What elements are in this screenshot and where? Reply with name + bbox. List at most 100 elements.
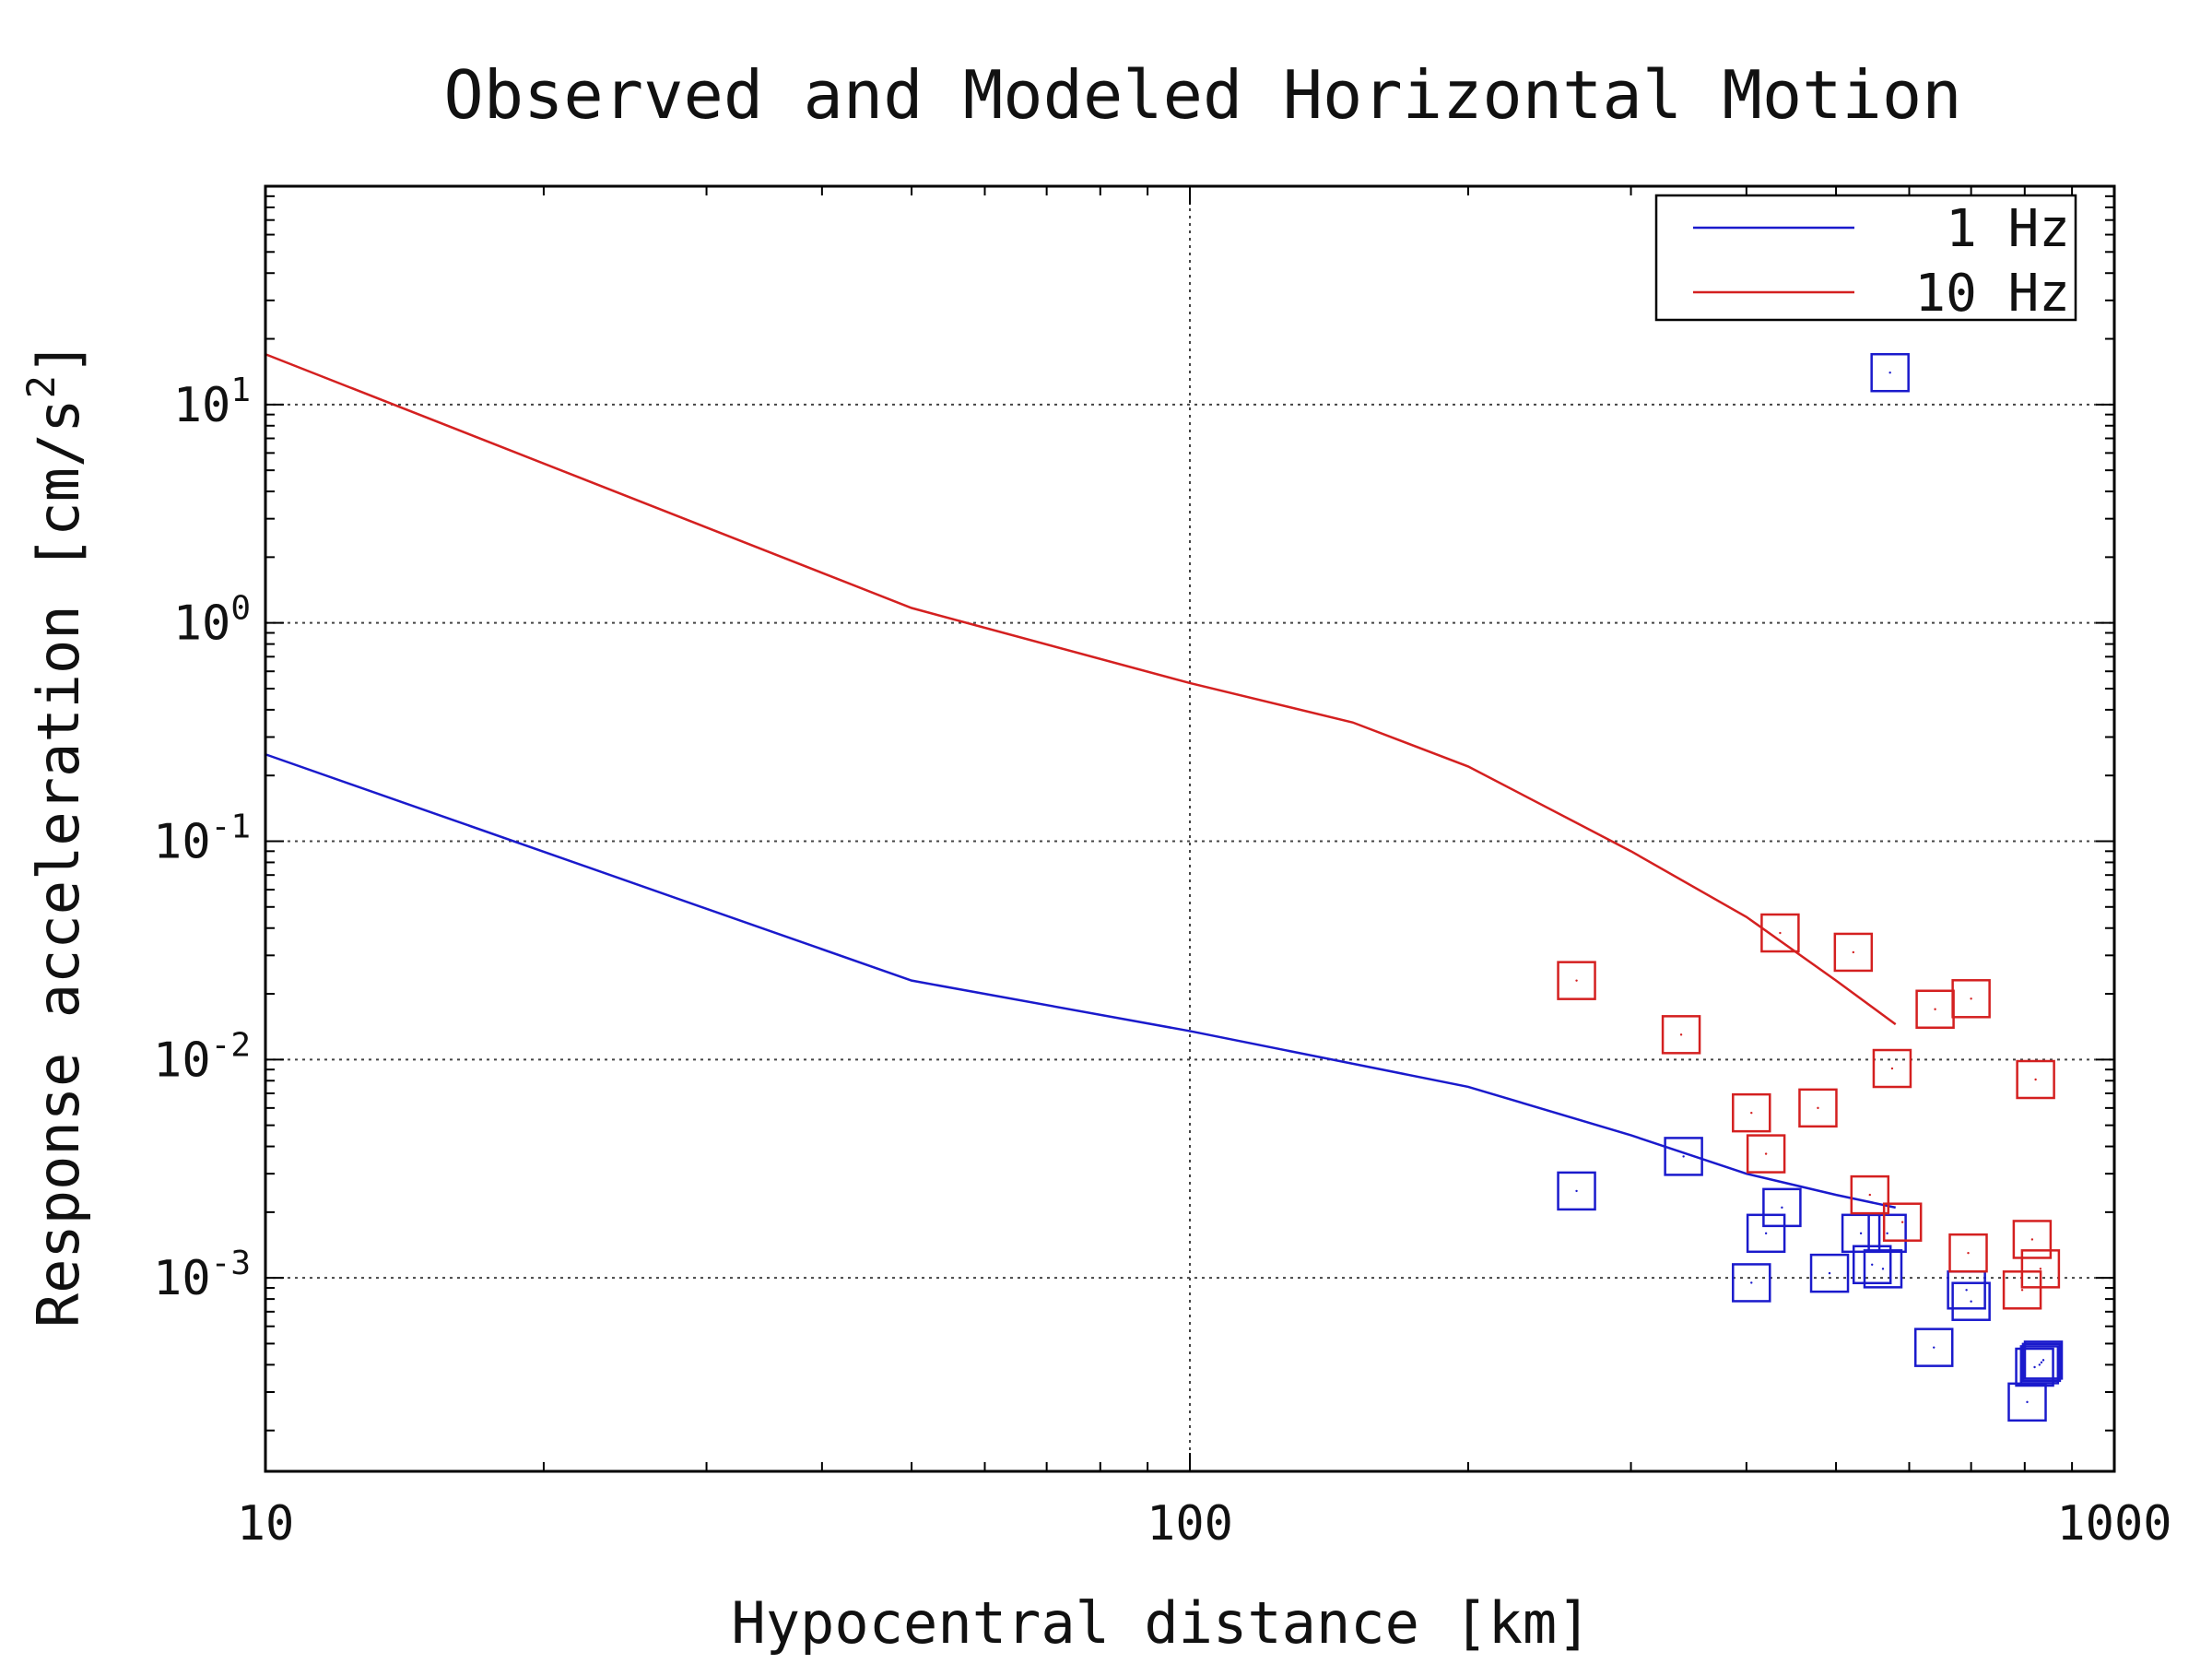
observed-point (1760, 913, 1800, 953)
observed-point (1863, 1249, 1903, 1289)
observed-center-dot (1764, 1232, 1768, 1235)
y-tick-base: 10 (153, 1033, 211, 1088)
observed-point (1841, 1213, 1881, 1254)
observed-point (1557, 961, 1596, 1000)
y-axis-label-superscript: 2 (18, 375, 64, 398)
observed-square-marker (1762, 1187, 1802, 1228)
observed-point (1732, 1263, 1771, 1303)
observed-center-dot (1967, 1251, 1970, 1255)
observed-point (1557, 1171, 1596, 1211)
observed-point (1852, 1245, 1892, 1285)
observed-center-dot (1764, 1152, 1768, 1155)
observed-point (1951, 979, 1991, 1019)
observed-center-dot (1900, 1221, 1904, 1223)
observed-center-dot (1881, 1268, 1885, 1270)
y-tick-base: 10 (153, 1251, 211, 1306)
y-tick-base: 10 (153, 814, 211, 869)
observed-square-marker (1833, 932, 1874, 973)
y-axis-label-main: Response acceleration [cm/s (25, 398, 92, 1328)
y-tick-label: 10-2 (153, 1026, 251, 1088)
observed-square-marker (1760, 913, 1800, 953)
x-axis-label: Hypocentral distance [km] (731, 1589, 1591, 1657)
y-tick-exponent: 1 (230, 372, 251, 409)
observed-point (1746, 1134, 1786, 1174)
observed-center-dot (1575, 979, 1578, 982)
observed-center-dot (1933, 1346, 1936, 1349)
observed-square-marker (2019, 1345, 2060, 1385)
observed-point (1850, 1174, 1890, 1215)
observed-center-dot (1970, 1300, 1972, 1303)
legend-label-1: 1 Hz (1946, 199, 2070, 259)
observed-point (1746, 1213, 1786, 1254)
observed-square-marker (1841, 1213, 1881, 1254)
observed-center-dot (1679, 1033, 1683, 1036)
observed-center-dot (1779, 931, 1782, 935)
observed-square-marker (1661, 1015, 1701, 1055)
observed-center-dot (1934, 1008, 1936, 1010)
observed-center-dot (1750, 1111, 1753, 1115)
observed-square-marker (1872, 1048, 1912, 1089)
observed-square-marker (1732, 1263, 1771, 1303)
y-tick-exponent: -2 (211, 1026, 251, 1064)
observed-center-dot (2041, 1359, 2045, 1362)
observed-center-dot (2034, 1078, 2037, 1081)
y-tick-label: 100 (173, 590, 251, 652)
observed-center-dot (1859, 1232, 1863, 1235)
observed-square-marker (1732, 1092, 1771, 1133)
observed-point (2021, 1342, 2062, 1383)
observed-center-dot (2020, 1289, 2024, 1292)
x-tick-label: 10 (237, 1496, 295, 1552)
observed-square-marker (2020, 1249, 2061, 1289)
observed-square-marker (1664, 1137, 1703, 1176)
observed-point (1951, 1281, 1991, 1321)
observed-square-marker (1850, 1174, 1890, 1215)
model-line-1-hz (265, 753, 1896, 1210)
observed-point (1809, 1253, 1850, 1293)
model-line-10-hz (265, 353, 1897, 1026)
observed-center-dot (1965, 1289, 1968, 1292)
x-tick-label: 100 (1147, 1496, 1233, 1552)
observed-center-dot (2039, 1268, 2042, 1270)
observed-center-dot (1890, 1067, 1894, 1070)
observed-square-marker (2012, 1220, 2053, 1259)
observed-point (1948, 1233, 1988, 1273)
observed-point (1664, 1137, 1703, 1176)
observed-point (1762, 1187, 1802, 1228)
observed-point (2016, 1059, 2055, 1100)
observed-square-marker (2015, 1347, 2054, 1387)
observed-point (1913, 1328, 1954, 1367)
observed-point (2012, 1220, 2053, 1259)
observed-square-marker (2016, 1059, 2055, 1100)
observed-center-dot (1871, 1263, 1874, 1266)
observed-center-dot (1682, 1155, 1685, 1158)
y-tick-label: 101 (173, 372, 251, 433)
observed-point (2019, 1345, 2060, 1385)
observed-point (1870, 352, 1910, 393)
y-axis-label: Response acceleration [cm/s2] (18, 341, 92, 1328)
observed-center-dot (2033, 1365, 2036, 1369)
observed-point (1872, 1048, 1912, 1089)
x-tick-label: 1000 (2056, 1496, 2171, 1552)
observed-point (1833, 932, 1874, 973)
observed-square-marker (1867, 1213, 1907, 1254)
observed-square-marker (1746, 1213, 1786, 1254)
observed-point (1732, 1092, 1771, 1133)
observed-square-marker (1557, 961, 1596, 1000)
observed-center-dot (1817, 1106, 1819, 1110)
observed-center-dot (1575, 1189, 1578, 1193)
observed-center-dot (1886, 1232, 1888, 1235)
observed-center-dot (2026, 1400, 2029, 1404)
observed-square-marker (2023, 1340, 2064, 1380)
y-tick-base: 10 (173, 596, 231, 652)
observed-square-marker (1948, 1233, 1988, 1273)
observed-square-marker (1870, 352, 1910, 393)
observed-center-dot (1852, 950, 1855, 954)
y-axis-label-close: ] (25, 341, 92, 375)
observed-point (2023, 1340, 2064, 1380)
observed-square-marker (1746, 1134, 1786, 1174)
y-tick-exponent: -1 (211, 808, 251, 845)
observed-square-marker (1882, 1202, 1923, 1242)
